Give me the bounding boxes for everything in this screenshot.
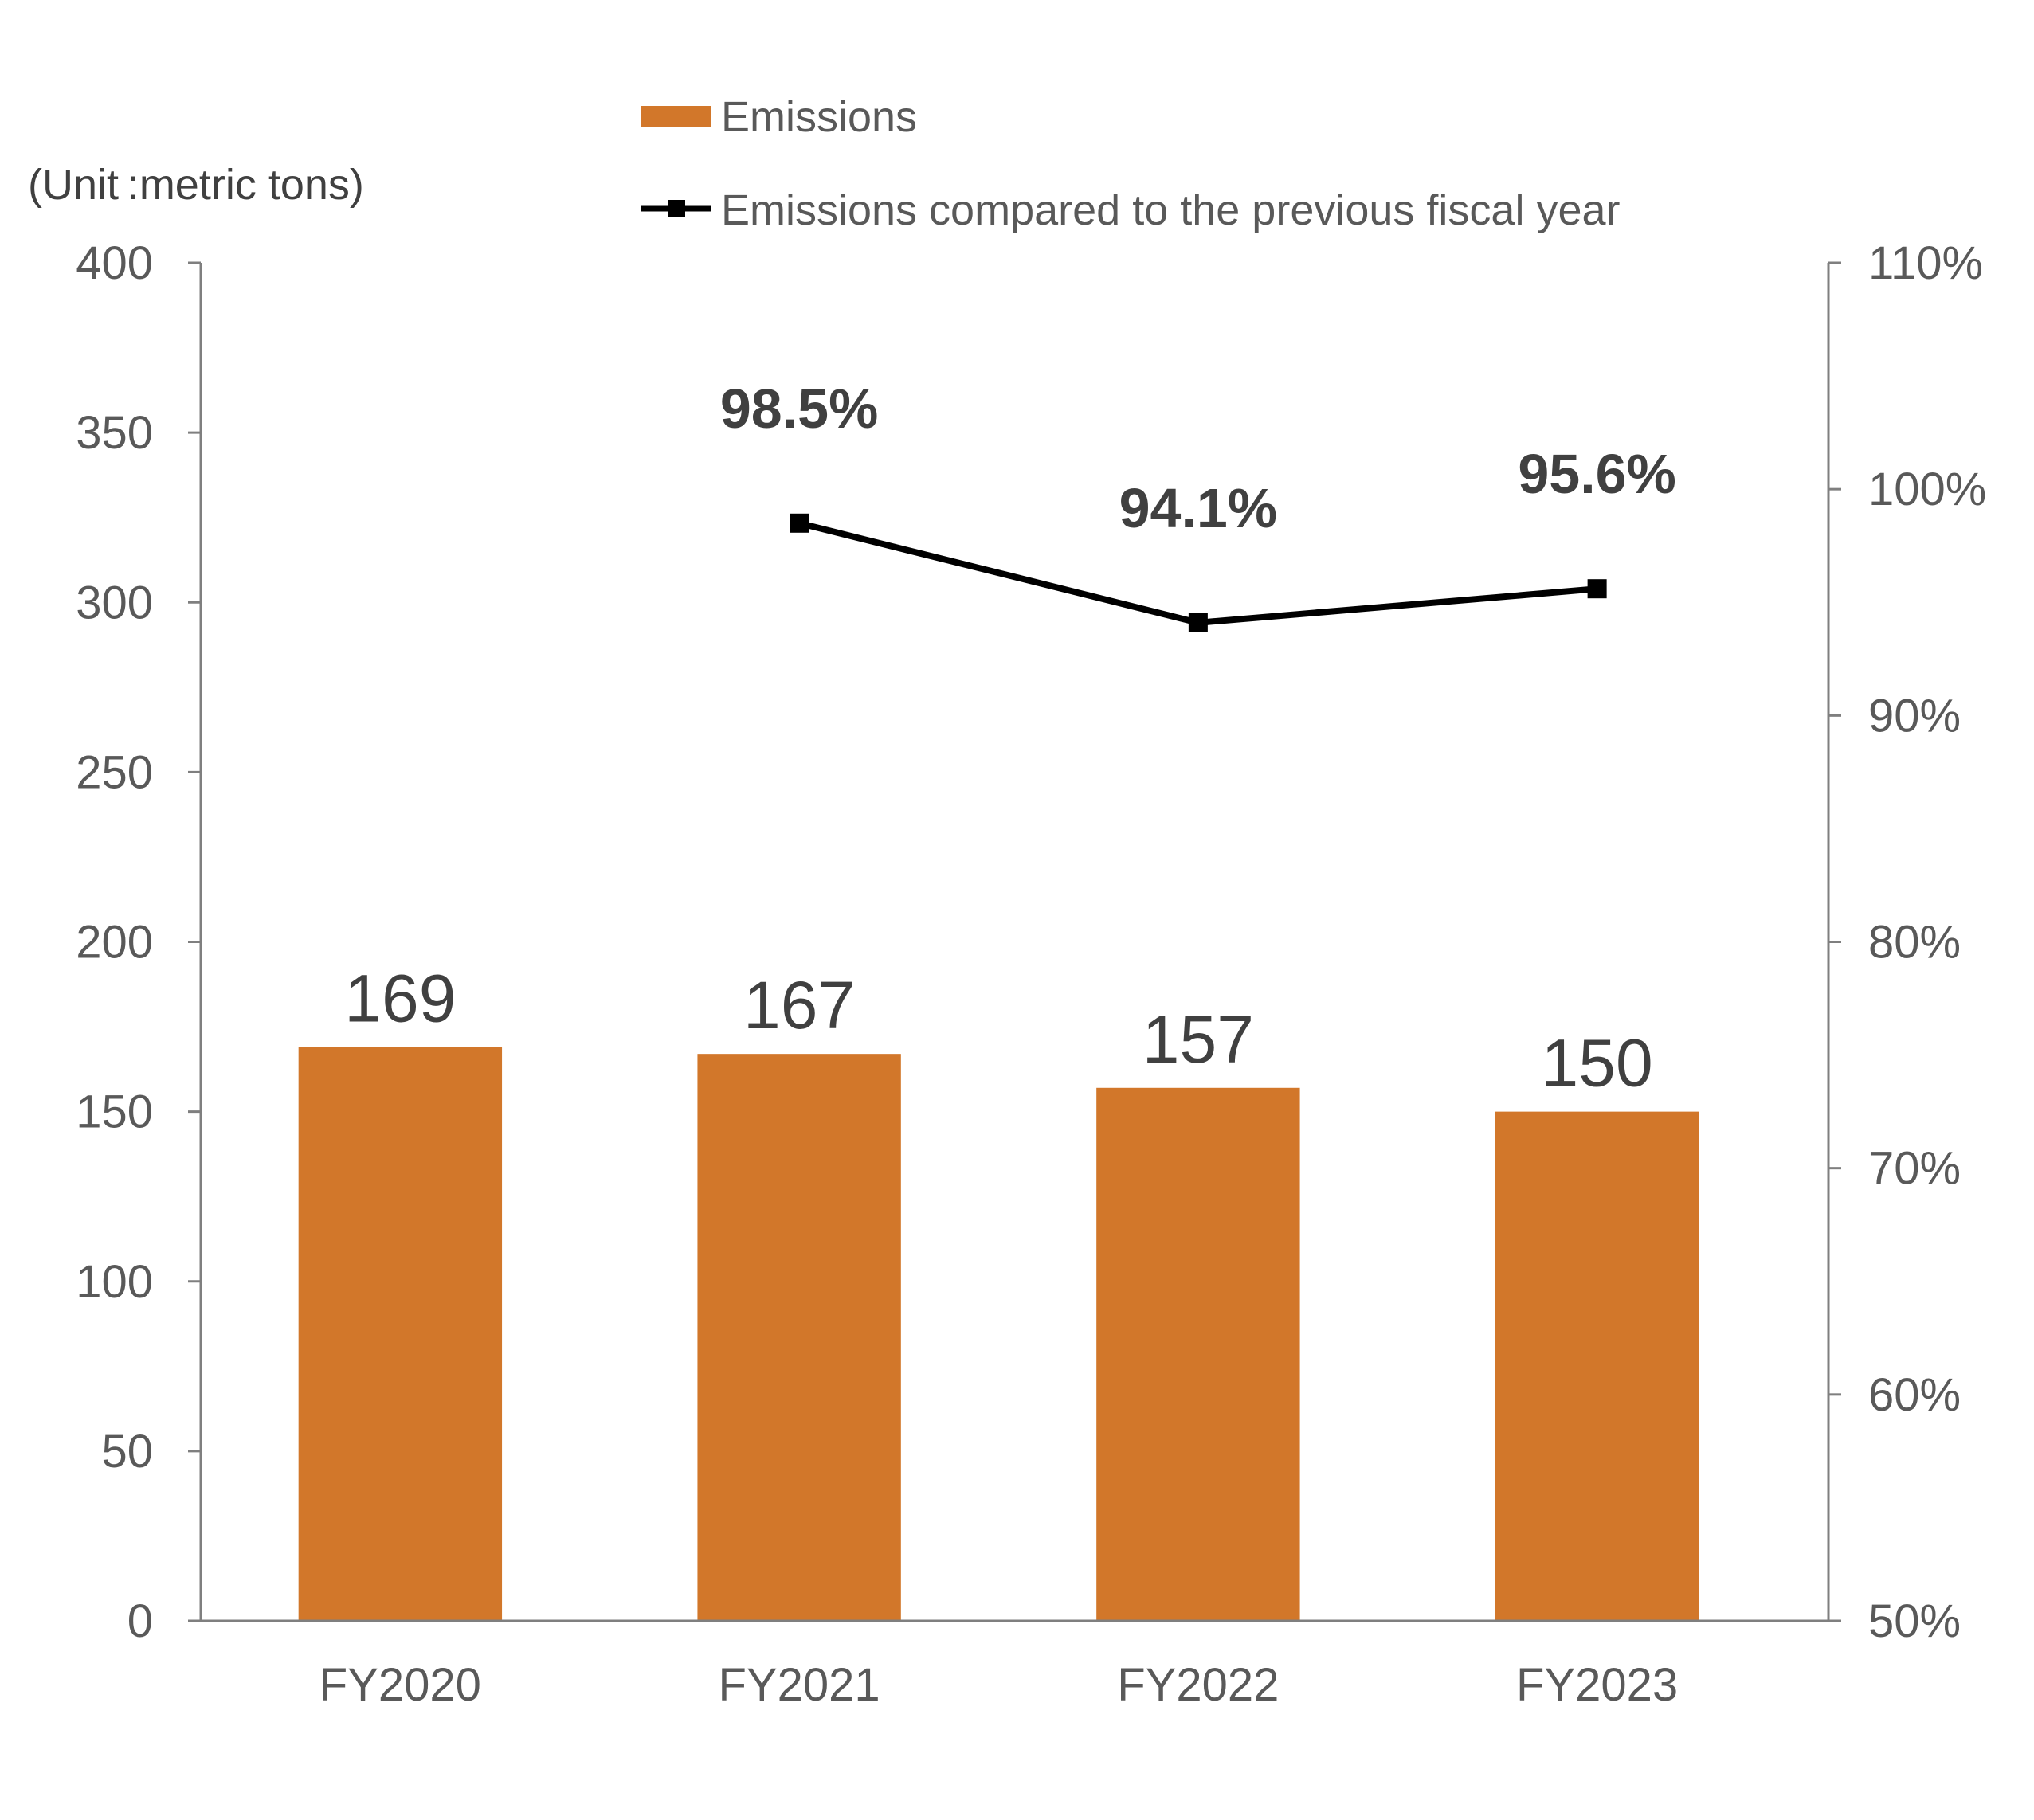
left-tick-label: 150 <box>76 1086 153 1138</box>
emissions-bar-label: 150 <box>1542 1026 1653 1101</box>
left-tick-label: 300 <box>76 577 153 628</box>
left-tick-label: 100 <box>76 1256 153 1308</box>
ratio-marker <box>790 513 809 533</box>
legend-ratio-label: Emissions compared to the previous fisca… <box>721 186 1621 234</box>
legend-ratio-marker <box>668 200 685 217</box>
ratio-label: 98.5% <box>720 378 878 440</box>
left-tick-label: 400 <box>76 237 153 289</box>
right-tick-label: 50% <box>1868 1595 1961 1647</box>
right-tick-label: 90% <box>1868 690 1961 742</box>
emissions-bar-label: 167 <box>743 968 855 1043</box>
emissions-bar-label: 169 <box>344 961 456 1036</box>
right-tick-label: 110% <box>1868 237 1983 289</box>
x-tick-label: FY2020 <box>319 1659 481 1711</box>
emissions-bar <box>1096 1087 1300 1621</box>
right-tick-label: 70% <box>1868 1143 1961 1195</box>
unit-label: (Unit :metric tons) <box>28 161 364 209</box>
right-tick-label: 80% <box>1868 917 1961 969</box>
emissions-bar-label: 157 <box>1142 1002 1254 1077</box>
right-axis: 50% 60% 70% 80% 90% 100% 110% <box>1827 237 1986 1647</box>
x-axis: FY2020 FY2021 FY2022 FY2023 <box>201 1619 1828 1711</box>
right-tick-label: 100% <box>1868 464 1986 515</box>
bar-labels: 169 167 157 150 <box>344 961 1652 1101</box>
left-tick-label: 350 <box>76 407 153 459</box>
legend: Emissions Emissions compared to the prev… <box>641 93 1621 234</box>
right-tick-label: 60% <box>1868 1369 1961 1421</box>
left-axis: 0 50 100 150 200 250 300 350 400 <box>76 237 202 1647</box>
left-tick-label: 250 <box>76 746 153 798</box>
bars <box>298 1047 1699 1621</box>
x-tick-label: FY2021 <box>719 1659 880 1711</box>
left-tick-label: 200 <box>76 917 153 969</box>
left-tick-label: 0 <box>127 1595 153 1647</box>
ratio-label: 95.6% <box>1518 443 1675 505</box>
ratio-marker <box>1587 579 1607 599</box>
legend-emissions-swatch <box>641 106 711 127</box>
left-tick-label: 50 <box>101 1426 153 1478</box>
ratio-marker <box>1188 613 1208 632</box>
ratio-label: 94.1% <box>1119 477 1277 539</box>
line-series: 98.5% 94.1% 95.6% <box>720 378 1676 632</box>
x-tick-label: FY2023 <box>1516 1659 1678 1711</box>
emissions-bar <box>298 1047 503 1621</box>
x-tick-label: FY2022 <box>1117 1659 1279 1711</box>
emissions-bar <box>1495 1111 1699 1621</box>
emissions-bar <box>697 1054 901 1621</box>
legend-emissions-label: Emissions <box>721 93 917 141</box>
